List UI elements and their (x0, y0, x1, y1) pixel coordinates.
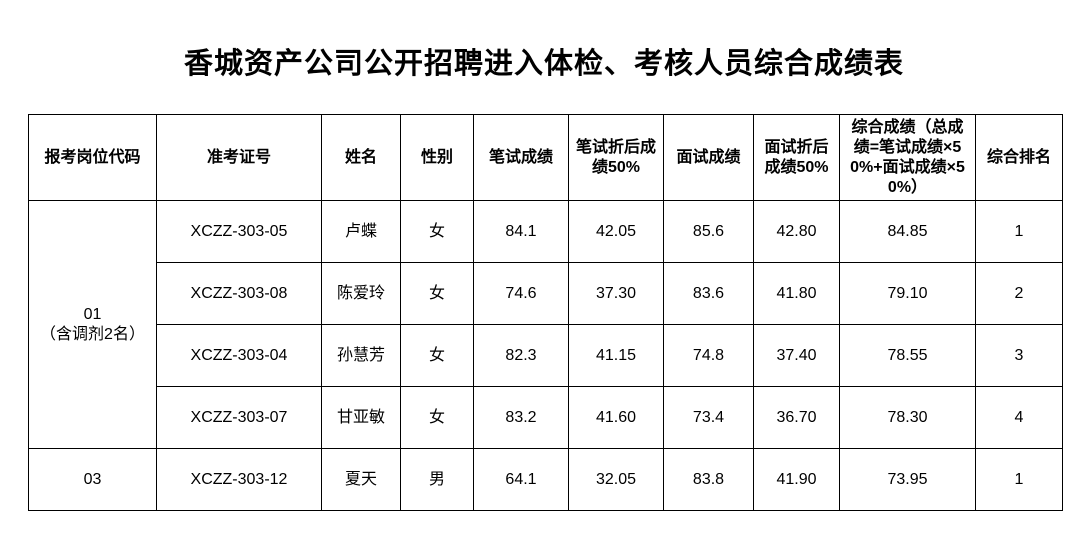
composite-rank-cell: 3 (975, 324, 1063, 387)
composite-rank-cell: 4 (975, 386, 1063, 449)
written-weighted-cell: 41.60 (568, 386, 664, 449)
written-weighted-cell: 41.15 (568, 324, 664, 387)
header-ticket-no: 准考证号 (156, 114, 322, 201)
written-weighted-cell: 37.30 (568, 262, 664, 325)
name-cell: 卢蝶 (321, 200, 401, 263)
ticket-no-cell: XCZZ-303-12 (156, 448, 322, 511)
composite-score-cell: 73.95 (839, 448, 976, 511)
interview-score-cell: 83.8 (663, 448, 754, 511)
interview-weighted-cell: 41.80 (753, 262, 840, 325)
written-score-cell: 82.3 (473, 324, 569, 387)
gender-cell: 女 (400, 200, 474, 263)
interview-score-cell: 83.6 (663, 262, 754, 325)
header-interview-score: 面试成绩 (663, 114, 754, 201)
gender-cell: 女 (400, 262, 474, 325)
page-title: 香城资产公司公开招聘进入体检、考核人员综合成绩表 (183, 48, 904, 80)
interview-score-cell: 74.8 (663, 324, 754, 387)
header-name: 姓名 (321, 114, 401, 201)
composite-rank-cell: 2 (975, 262, 1063, 325)
written-score-cell: 64.1 (473, 448, 569, 511)
interview-weighted-cell: 41.90 (753, 448, 840, 511)
composite-score-cell: 78.55 (839, 324, 976, 387)
name-cell: 孙慧芳 (321, 324, 401, 387)
score-table: 报考岗位代码 准考证号 姓名 性别 笔试成绩 笔试折后成绩50% 面试成绩 面试… (28, 114, 1063, 511)
header-composite-rank: 综合排名 (975, 114, 1063, 201)
ticket-no-cell: XCZZ-303-04 (156, 324, 322, 387)
name-cell: 甘亚敏 (321, 386, 401, 449)
header-row: 报考岗位代码 准考证号 姓名 性别 笔试成绩 笔试折后成绩50% 面试成绩 面试… (28, 114, 1063, 201)
interview-weighted-cell: 42.80 (753, 200, 840, 263)
interview-score-cell: 73.4 (663, 386, 754, 449)
table-row: 03 XCZZ-303-12 夏天 男 64.1 32.05 83.8 41.9… (28, 448, 1063, 511)
written-weighted-cell: 42.05 (568, 200, 664, 263)
composite-score-cell: 78.30 (839, 386, 976, 449)
header-written-score: 笔试成绩 (473, 114, 569, 201)
ticket-no-cell: XCZZ-303-07 (156, 386, 322, 449)
gender-cell: 男 (400, 448, 474, 511)
composite-score-cell: 84.85 (839, 200, 976, 263)
table-row: 01 （含调剂2名） XCZZ-303-05 卢蝶 女 84.1 42.05 8… (28, 200, 1063, 449)
interview-score-cell: 85.6 (663, 200, 754, 263)
written-score-cell: 83.2 (473, 386, 569, 449)
interview-weighted-cell: 37.40 (753, 324, 840, 387)
ticket-no-cell: XCZZ-303-08 (156, 262, 322, 325)
header-composite-score: 综合成绩（总成绩=笔试成绩×50%+面试成绩×50%） (839, 114, 976, 201)
composite-rank-cell: 1 (975, 200, 1063, 263)
name-cell: 陈爱玲 (321, 262, 401, 325)
position-code-cell: 03 (28, 448, 157, 511)
interview-weighted-cell: 36.70 (753, 386, 840, 449)
table-row: XCZZ-303-08 陈爱玲 女 74.6 37.30 83.6 41.80 … (29, 262, 1063, 325)
header-written-weighted: 笔试折后成绩50% (568, 114, 664, 201)
written-weighted-cell: 32.05 (568, 448, 664, 511)
position-code-cell: 01 （含调剂2名） (28, 200, 157, 449)
ticket-no-cell: XCZZ-303-05 (156, 200, 322, 263)
written-score-cell: 84.1 (473, 200, 569, 263)
composite-score-cell: 79.10 (839, 262, 976, 325)
header-interview-weighted: 面试折后成绩50% (753, 114, 840, 201)
name-cell: 夏天 (321, 448, 401, 511)
composite-rank-cell: 1 (975, 448, 1063, 511)
table-row: XCZZ-303-04 孙慧芳 女 82.3 41.15 74.8 37.40 … (29, 324, 1063, 387)
gender-cell: 女 (400, 324, 474, 387)
gender-cell: 女 (400, 386, 474, 449)
header-gender: 性别 (400, 114, 474, 201)
table-row: XCZZ-303-07 甘亚敏 女 83.2 41.60 73.4 36.70 … (29, 386, 1063, 449)
header-position-code: 报考岗位代码 (28, 114, 157, 201)
written-score-cell: 74.6 (473, 262, 569, 325)
